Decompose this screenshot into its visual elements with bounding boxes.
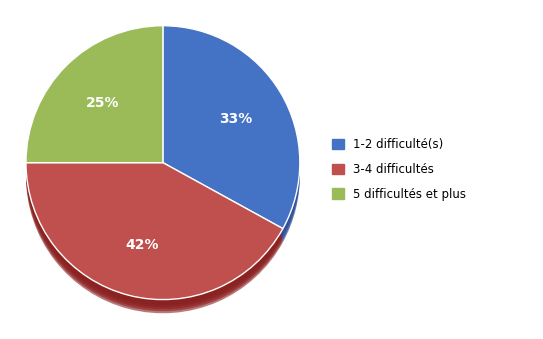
Wedge shape — [26, 170, 283, 307]
Wedge shape — [26, 176, 283, 313]
Wedge shape — [163, 33, 300, 236]
Wedge shape — [26, 39, 163, 176]
Wedge shape — [163, 37, 300, 240]
Wedge shape — [26, 35, 163, 172]
Legend: 1-2 difficulté(s), 3-4 difficultés, 5 difficultés et plus: 1-2 difficulté(s), 3-4 difficultés, 5 di… — [332, 138, 466, 201]
Wedge shape — [163, 31, 300, 234]
Wedge shape — [26, 31, 163, 168]
Text: 33%: 33% — [219, 113, 252, 126]
Wedge shape — [163, 39, 300, 242]
Wedge shape — [26, 172, 283, 309]
Wedge shape — [163, 26, 300, 228]
Text: 25%: 25% — [86, 96, 119, 109]
Wedge shape — [26, 33, 163, 170]
Wedge shape — [26, 163, 283, 300]
Wedge shape — [26, 26, 163, 163]
Wedge shape — [26, 174, 283, 311]
Wedge shape — [26, 37, 163, 174]
Wedge shape — [26, 168, 283, 305]
Text: 42%: 42% — [125, 238, 159, 252]
Wedge shape — [163, 35, 300, 238]
